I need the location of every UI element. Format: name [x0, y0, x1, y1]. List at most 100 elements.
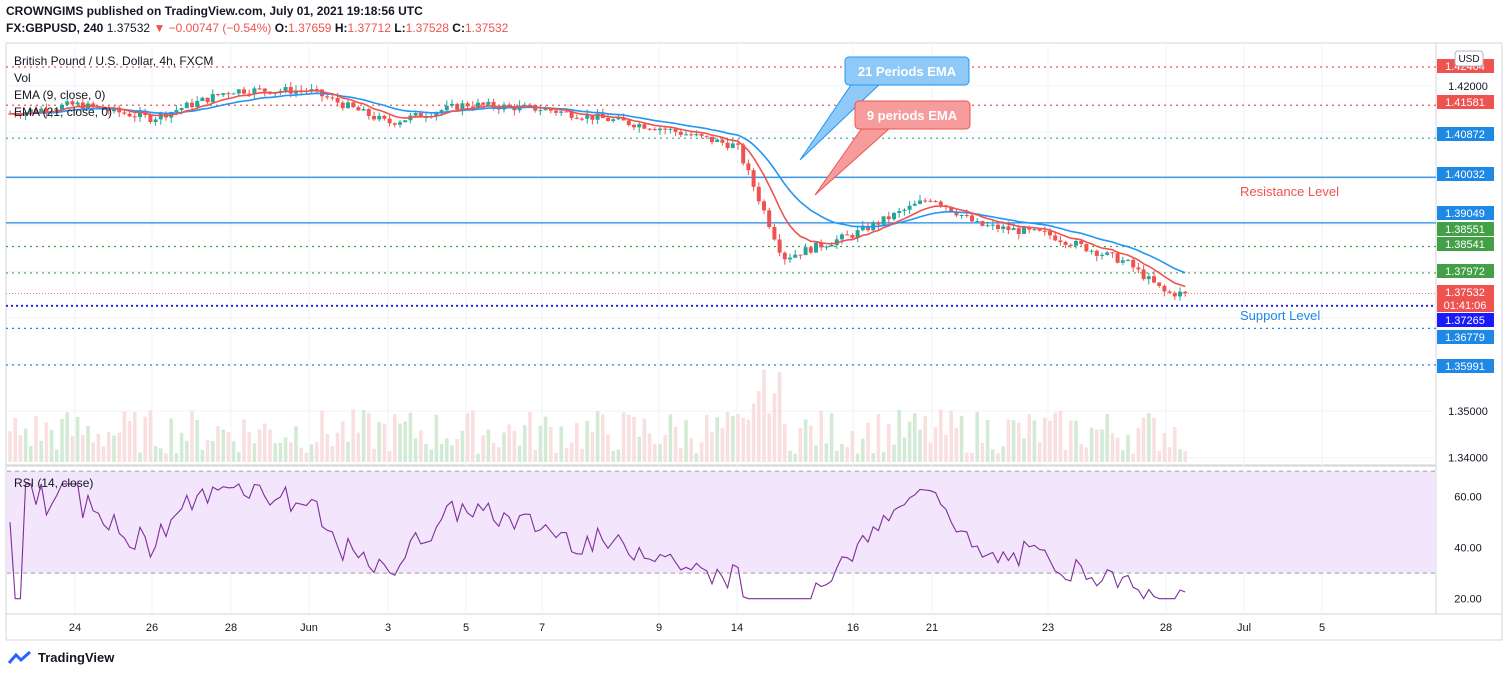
volume-bar [491, 442, 496, 462]
time-tick-label: 14 [731, 622, 743, 634]
candle-body [195, 100, 200, 108]
candle-body [621, 117, 626, 121]
candle-body [626, 120, 631, 125]
candle-body [247, 93, 252, 95]
candle-body [70, 101, 75, 105]
candle-body [730, 143, 735, 148]
price-tick-label: 1.42000 [1448, 81, 1488, 93]
volume-bar [283, 437, 288, 462]
volume-bar [809, 425, 813, 462]
candle-body [1100, 254, 1104, 256]
candle-body [767, 210, 772, 227]
candle-body [122, 112, 127, 114]
volume-bar [543, 416, 548, 462]
candle-body [356, 107, 361, 111]
ema-lines [9, 89, 1186, 288]
candle-body [1110, 252, 1115, 254]
candle-body [1037, 229, 1042, 231]
volume-bar [647, 433, 652, 462]
candle-body [465, 103, 470, 107]
tradingview-logo[interactable]: TradingView [8, 650, 114, 665]
candle-body [949, 207, 954, 212]
volume-bar [75, 416, 80, 462]
volume-bar [1105, 413, 1109, 462]
volume-bar [1089, 427, 1094, 462]
candle-body [590, 114, 595, 120]
volume-bar [346, 441, 350, 462]
volume-bar [18, 435, 23, 462]
candle-body [216, 94, 220, 96]
candle-body [554, 110, 558, 113]
volume-bar [819, 410, 823, 462]
horizontal-levels [6, 66, 1436, 366]
volume-bar [871, 453, 875, 462]
candle-body [595, 113, 600, 120]
volume-bar [725, 411, 730, 462]
tradingview-icon [8, 650, 31, 664]
candle-body [153, 119, 158, 122]
candle-body [288, 87, 293, 94]
volume-bar [101, 446, 106, 462]
volume-bar [55, 449, 59, 462]
candle-body [829, 245, 834, 247]
volume-bar [294, 426, 298, 462]
candle-body [340, 102, 345, 109]
volume-bar [569, 442, 574, 462]
ema9-callout: 9 periods EMA [814, 100, 971, 196]
volume-bar [29, 445, 33, 462]
candle-body [1032, 229, 1037, 231]
volume-bar [861, 438, 865, 462]
candle-body [611, 119, 616, 122]
candle-body [673, 128, 678, 132]
currency-badge[interactable]: USD [1458, 54, 1479, 65]
volume-bar [122, 411, 127, 462]
volume-bar [1079, 444, 1083, 462]
candle-body [668, 128, 673, 130]
volume-bar [616, 449, 621, 462]
candle-body [559, 111, 564, 113]
volume-bar [325, 434, 329, 462]
price-label-bg [1437, 264, 1494, 278]
candle-body [543, 108, 548, 111]
volume-bar [777, 372, 782, 462]
candle-body [699, 134, 704, 136]
volume-bar [949, 411, 953, 462]
volume-bar [757, 391, 761, 462]
volume-bar [403, 421, 407, 462]
volume-bar [107, 432, 111, 462]
volume-bar [268, 429, 272, 462]
volume-bar [1115, 437, 1120, 462]
volume-bar [356, 432, 361, 462]
volume-bar [965, 452, 969, 462]
candle-body [242, 89, 246, 94]
price-label-bg [1437, 298, 1494, 312]
open-value: 1.37659 [288, 21, 332, 35]
price-label: 1.37532 [1445, 287, 1485, 299]
ema21-callout-text: 21 Periods EMA [858, 64, 957, 79]
volume-bar [673, 426, 678, 462]
time-tick-label: 28 [225, 622, 237, 634]
candle-body [1063, 241, 1068, 245]
candle-body [65, 101, 70, 105]
price-label: 1.39049 [1445, 208, 1485, 220]
candle-body [486, 101, 491, 105]
publisher-line: CROWNGIMS published on TradingView.com, … [6, 4, 423, 18]
volume-bar [460, 430, 465, 462]
rsi-legend: RSI (14, close) [14, 476, 94, 490]
time-tick-label: 5 [1319, 622, 1325, 634]
time-tick-label: 9 [656, 622, 662, 634]
volume-bar [1074, 420, 1078, 462]
price-label: 01:41:06 [1444, 300, 1487, 312]
volume-bar [1183, 451, 1187, 462]
candle-body [444, 105, 449, 111]
candle-body [606, 118, 610, 122]
volume-bar [465, 413, 470, 462]
volume-bar [257, 429, 262, 462]
volume-bars [8, 369, 1187, 462]
candle-body [132, 116, 137, 118]
candle-body [174, 110, 179, 113]
volume-bar [897, 409, 901, 462]
volume-bar [304, 452, 309, 462]
candle-body [18, 115, 23, 117]
